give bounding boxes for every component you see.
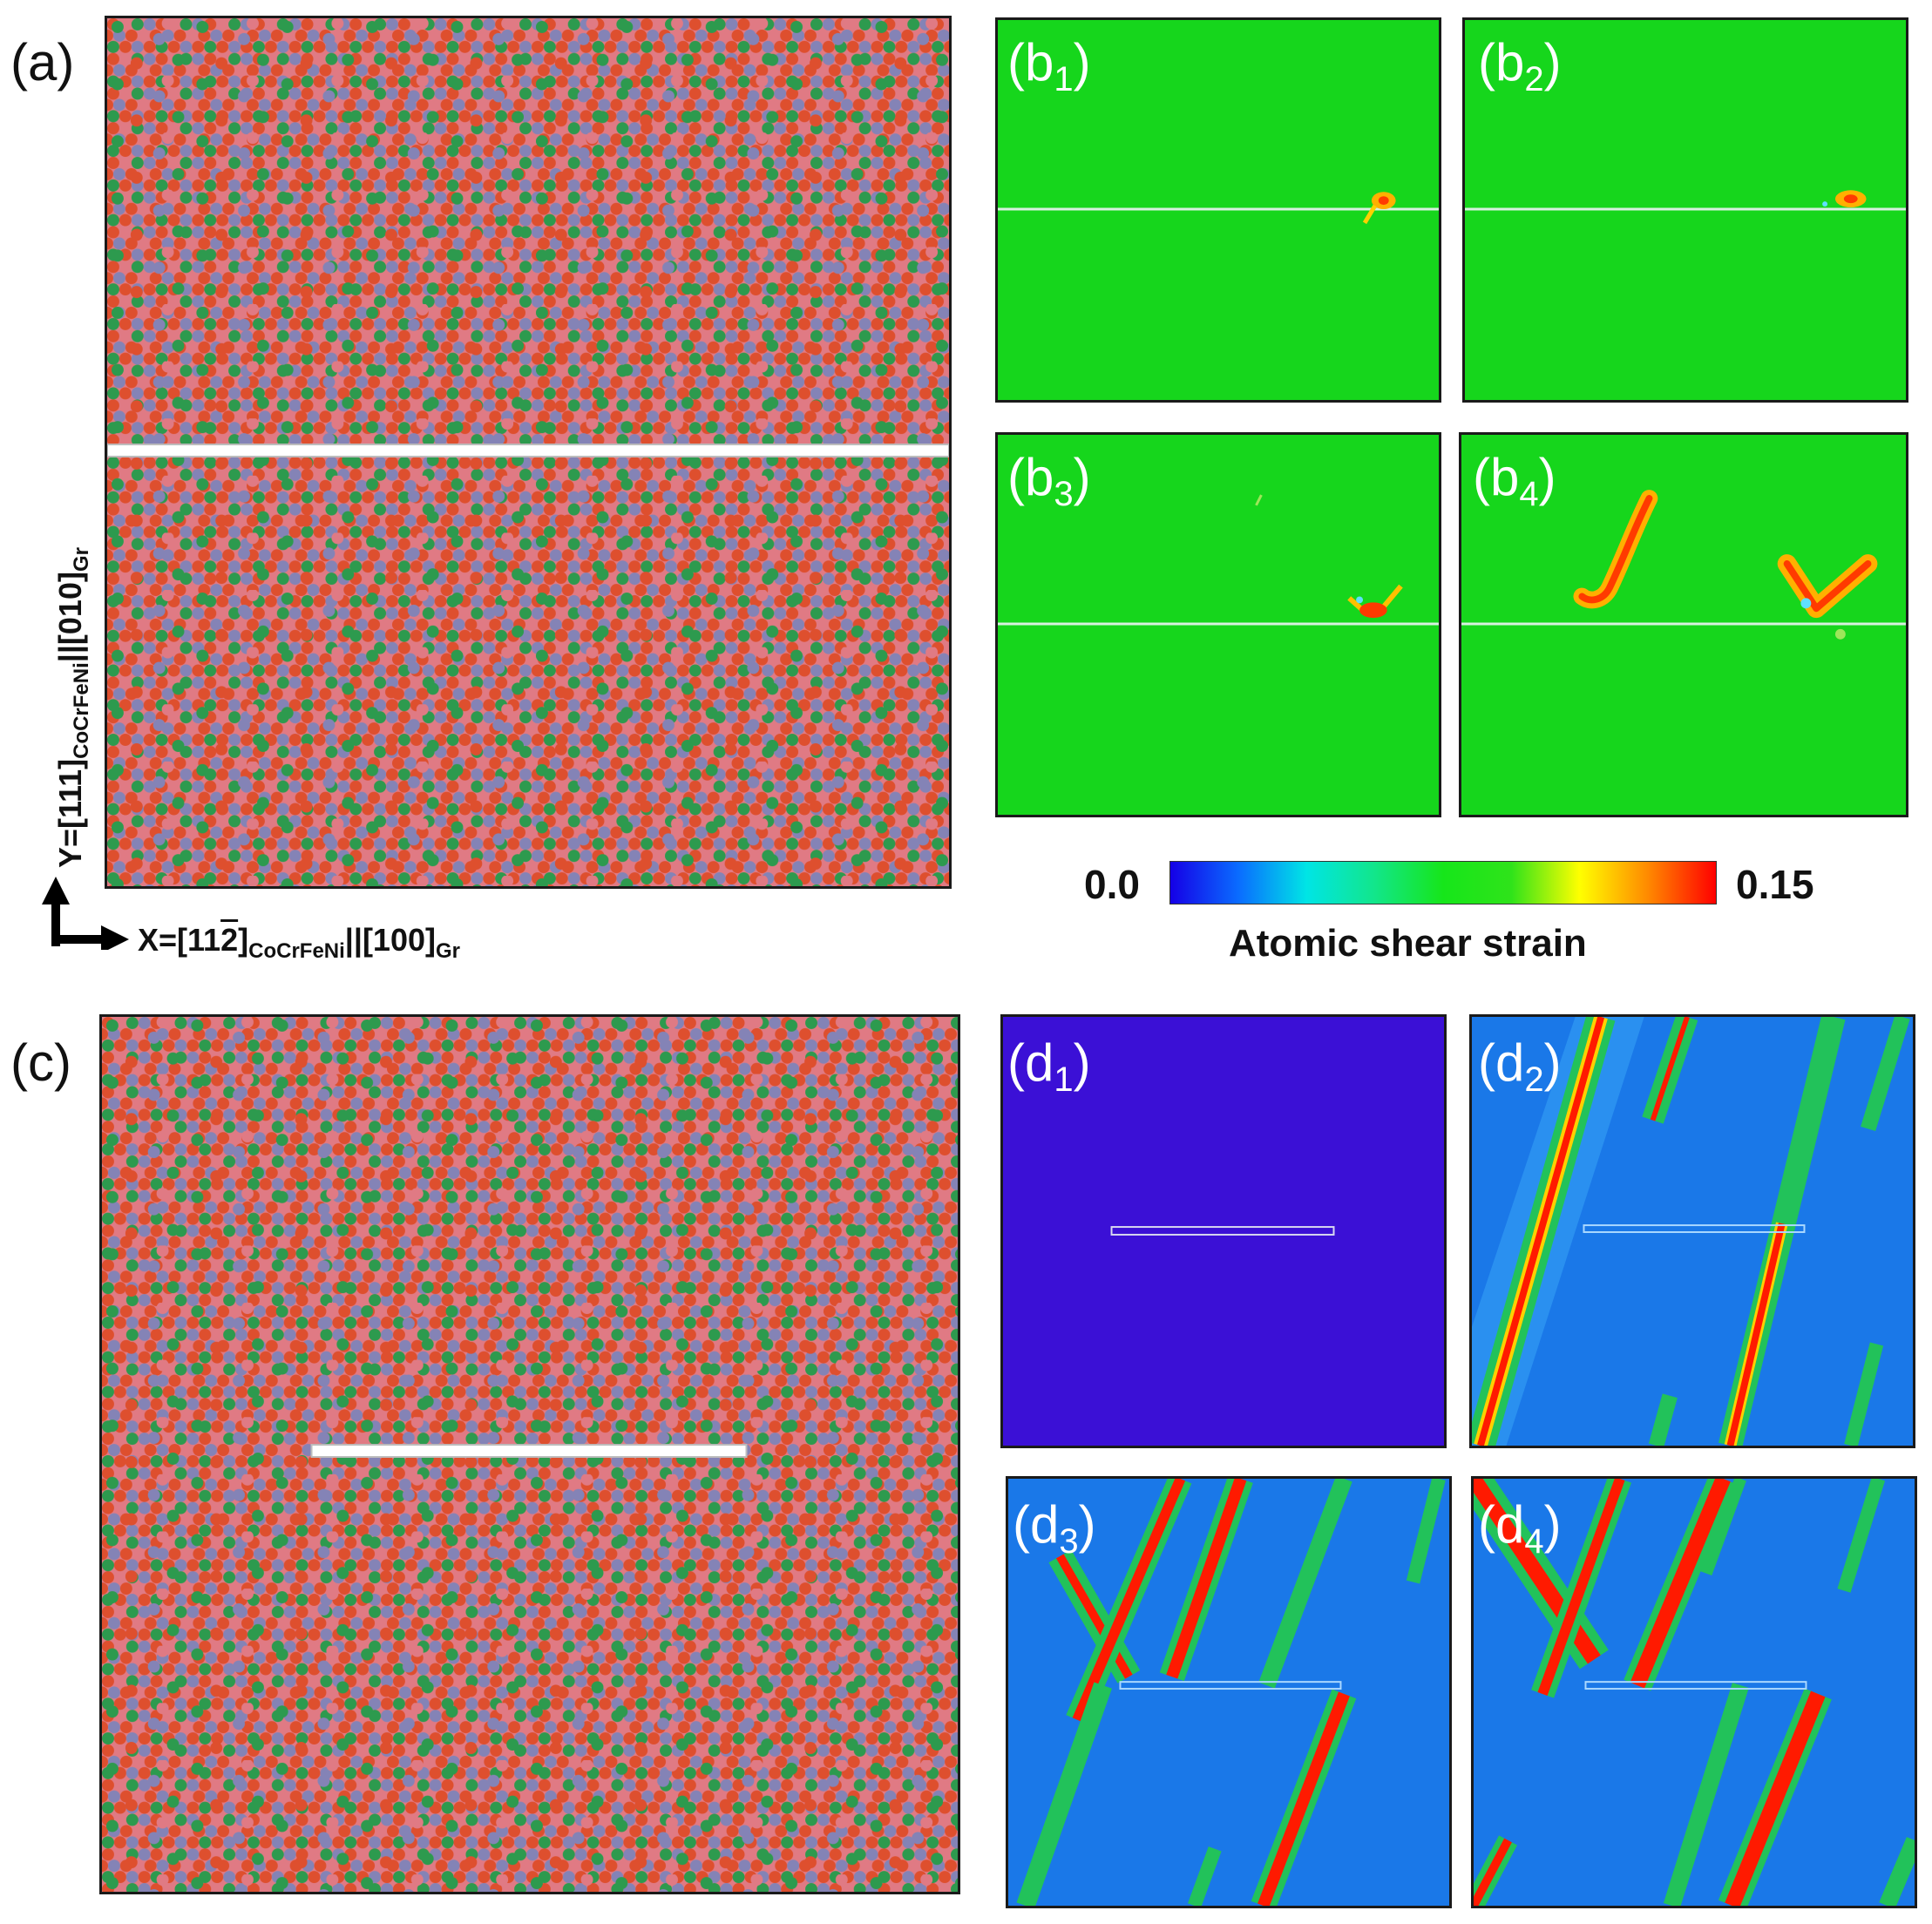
x-axis-mid: ||[100] bbox=[344, 922, 436, 958]
y-axis-mid: ||[010] bbox=[52, 572, 88, 663]
strain-map-b1 bbox=[998, 20, 1439, 400]
x-axis-bar-digit: 2 bbox=[220, 922, 239, 958]
x-axis-suffix: ] bbox=[238, 922, 249, 958]
strain-map-b4 bbox=[1461, 435, 1906, 815]
panel-label-d3: (d3) bbox=[1013, 1495, 1096, 1561]
atomistic-panel-c bbox=[99, 1014, 960, 1894]
colorbar-min-label: 0.0 bbox=[1084, 862, 1140, 907]
panel-label-a: (a) bbox=[10, 33, 75, 91]
panel-label-b3: (b3) bbox=[1007, 448, 1091, 513]
panel-label-d4: (d4) bbox=[1478, 1495, 1562, 1561]
strain-map-d3 bbox=[1008, 1479, 1449, 1906]
strain-map-d2 bbox=[1472, 1017, 1913, 1446]
strain-map-d1 bbox=[1003, 1017, 1444, 1446]
graphene-sheet-a bbox=[107, 444, 949, 457]
y-axis-prefix: Y=[111] bbox=[52, 758, 88, 868]
panel-label-b1: (b1) bbox=[1007, 33, 1091, 98]
strain-panel-d4 bbox=[1471, 1476, 1917, 1908]
atom-lattice-a bbox=[107, 18, 949, 886]
strain-panel-b4 bbox=[1459, 432, 1908, 817]
panel-label-b2: (b2) bbox=[1478, 33, 1562, 98]
x-axis-label: X=[112]CoCrFeNi||[100]Gr bbox=[138, 922, 460, 962]
colorbar bbox=[1169, 861, 1717, 904]
x-axis-prefix: X=[11 bbox=[138, 922, 221, 958]
axis-arrows-icon bbox=[42, 877, 129, 950]
atomistic-panel-a bbox=[105, 16, 952, 889]
graphene-sheet-c bbox=[310, 1444, 748, 1458]
panel-label-d1: (d1) bbox=[1007, 1033, 1091, 1099]
strain-panel-d3 bbox=[1006, 1476, 1452, 1908]
y-axis-label: Y=[111]CoCrFeNi||[010]Gr bbox=[52, 547, 93, 868]
colorbar-max-label: 0.15 bbox=[1736, 862, 1814, 907]
strain-panel-b1 bbox=[995, 17, 1441, 403]
colorbar-title: Atomic shear strain bbox=[1229, 922, 1587, 965]
panel-label-b4: (b4) bbox=[1473, 448, 1556, 513]
x-axis-sub2: Gr bbox=[435, 939, 460, 963]
x-axis-sub1: CoCrFeNi bbox=[248, 939, 345, 963]
panel-label-d2: (d2) bbox=[1478, 1033, 1562, 1099]
strain-panel-b3 bbox=[995, 432, 1441, 817]
strain-map-b2 bbox=[1465, 20, 1906, 400]
strain-map-b3 bbox=[998, 435, 1439, 815]
strain-map-d4 bbox=[1474, 1479, 1915, 1906]
strain-panel-b2 bbox=[1462, 17, 1908, 403]
y-axis-sub1: CoCrFeNi bbox=[70, 662, 93, 759]
panel-label-c: (c) bbox=[10, 1033, 71, 1092]
strain-panel-d2 bbox=[1469, 1014, 1915, 1448]
atom-lattice-c bbox=[102, 1017, 958, 1892]
y-axis-sub2: Gr bbox=[70, 547, 93, 572]
strain-panel-d1 bbox=[1000, 1014, 1447, 1448]
